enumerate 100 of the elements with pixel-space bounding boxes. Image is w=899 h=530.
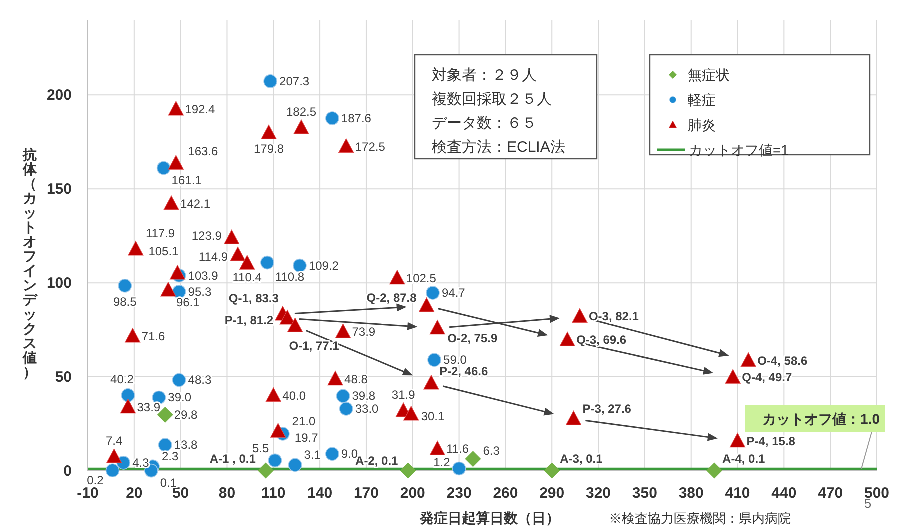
x-tick-label: 320 <box>586 485 612 502</box>
point <box>419 298 435 312</box>
legend-label: 肺炎 <box>688 117 716 133</box>
point <box>424 375 440 390</box>
x-tick-label: -10 <box>77 485 99 502</box>
point <box>258 462 274 479</box>
point <box>572 308 588 324</box>
point <box>328 370 344 386</box>
data-label: 33.9 <box>137 400 161 414</box>
annotation: 複数回採取２５人 <box>432 91 552 108</box>
x-tick-label: 410 <box>725 485 750 502</box>
data-label: 161.1 <box>172 173 202 188</box>
point <box>160 282 176 297</box>
x-tick-label: 140 <box>308 485 333 502</box>
data-label: 1.2 <box>434 456 451 470</box>
x-tick-label: 260 <box>493 485 518 502</box>
data-label: 179.8 <box>254 142 284 156</box>
y-tick-label: 100 <box>46 275 72 292</box>
point <box>339 402 354 416</box>
data-label: 39.0 <box>168 390 192 405</box>
annotation: 検査方法：ECLIA法 <box>432 139 566 156</box>
point <box>293 258 307 273</box>
data-label: O-4, 58.6 <box>758 354 808 368</box>
data-label: 94.7 <box>442 286 466 300</box>
x-tick-label: 380 <box>678 485 704 502</box>
y-tick-label: 150 <box>46 181 72 198</box>
point <box>280 310 296 325</box>
point <box>168 101 184 116</box>
point <box>121 388 136 402</box>
data-label: 4.3 <box>132 456 150 470</box>
point <box>106 448 122 464</box>
data-label: 19.7 <box>294 430 319 445</box>
point <box>336 389 350 404</box>
data-label: O-1, 77.1 <box>289 339 340 354</box>
data-label: Q-1, 83.3 <box>228 291 280 306</box>
point <box>740 352 756 368</box>
data-label: O-3, 82.1 <box>588 310 640 324</box>
data-label: 110.4 <box>232 270 262 285</box>
point <box>428 353 442 368</box>
point <box>106 464 120 478</box>
data-label: 48.8 <box>344 372 368 386</box>
data-label: 39.8 <box>352 389 376 404</box>
data-label: 114.9 <box>198 250 228 264</box>
data-label: P-1, 81.2 <box>224 313 274 328</box>
point <box>128 241 144 256</box>
x-tick-label: 470 <box>818 485 844 502</box>
data-label: Q-4, 49.7 <box>742 370 792 385</box>
data-label: P-3, 27.6 <box>582 402 632 416</box>
data-label: 9.0 <box>341 447 358 462</box>
point <box>230 246 246 262</box>
point <box>326 112 340 126</box>
data-label: 182.5 <box>286 105 317 120</box>
point <box>264 74 278 88</box>
point <box>266 388 282 402</box>
annotation: データ数：６５ <box>432 115 537 132</box>
point <box>544 462 560 479</box>
point <box>326 447 340 461</box>
y-axis-title: 抗体（カットオフインデックス値） <box>23 146 37 380</box>
point <box>270 423 286 438</box>
point <box>152 390 166 405</box>
data-label: A-3, 0.1 <box>560 452 604 466</box>
data-label: 110.8 <box>275 270 305 284</box>
data-label: A-4, 0.1 <box>722 452 766 466</box>
data-label: 6.3 <box>483 444 500 458</box>
data-label: 40.0 <box>282 388 306 403</box>
point <box>156 161 171 176</box>
data-label: 163.6 <box>188 144 219 159</box>
point <box>404 406 420 421</box>
point <box>294 120 310 134</box>
point <box>168 155 184 170</box>
point <box>120 398 136 414</box>
point <box>158 438 172 452</box>
data-label: 3.1 <box>304 448 322 462</box>
x-tick-label: 110 <box>262 485 286 502</box>
y-tick-label: 50 <box>55 369 72 386</box>
point <box>125 328 141 343</box>
point <box>725 369 741 384</box>
point <box>566 410 582 426</box>
point <box>164 196 180 210</box>
data-label: O-2, 75.9 <box>448 331 498 346</box>
point <box>426 286 440 300</box>
data-label: 123.9 <box>192 229 222 244</box>
legend-label: カットオフ値=1 <box>689 142 790 158</box>
data-label: 2.3 <box>162 450 179 464</box>
point <box>706 462 723 479</box>
data-label: 105.1 <box>148 244 180 258</box>
data-label: 109.2 <box>308 258 340 273</box>
data-label: 21.0 <box>292 414 316 429</box>
data-label: 40.2 <box>110 372 134 386</box>
data-label: 207.3 <box>280 74 310 88</box>
x-axis-title: 発症日起算日数（日） <box>419 510 560 526</box>
point <box>430 320 446 335</box>
y-tick-label: 0 <box>64 463 72 480</box>
annotation: カットオフ値：1.0 <box>762 411 880 427</box>
x-tick-label: 350 <box>632 485 658 502</box>
data-label: 13.8 <box>174 438 198 452</box>
data-label: 73.9 <box>352 325 376 340</box>
point <box>172 373 186 388</box>
point <box>730 433 746 448</box>
data-label: 142.1 <box>180 196 211 211</box>
